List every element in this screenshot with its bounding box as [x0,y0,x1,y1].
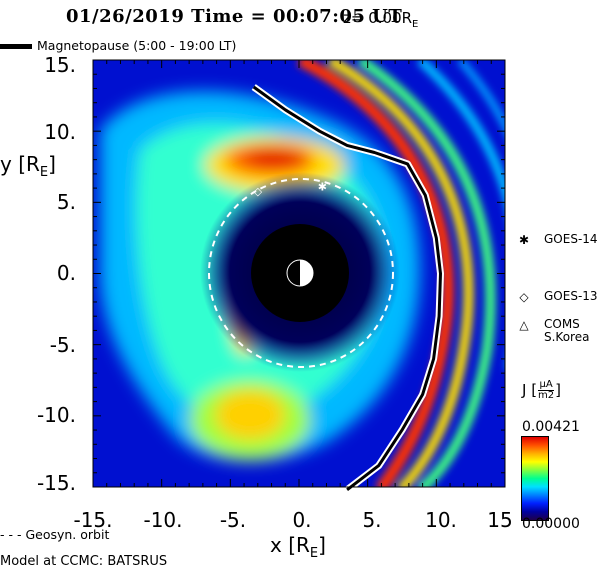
y-tick-label: 5. [56,190,76,214]
tick-marks [92,59,506,488]
satellite-marker: ◇ [254,185,263,198]
magnetopause-legend: Magnetopause (5:00 - 19:00 LT) [0,38,300,54]
satellite-name-line2: S.Korea [544,330,590,344]
x-tick-label: -15. [73,508,113,532]
geosync-legend: - - - Geosyn. orbit [0,527,110,542]
heatmap-region-tail-yellow [215,390,285,440]
satellite-name: GOES-13 [544,289,598,303]
y-tick-label: 15. [44,53,76,77]
x-axis-label: x [RE] [270,533,326,561]
satellite-markers: ✱◇ [254,181,327,198]
heatmap-band-outer-cyan-2 [457,60,505,134]
asterisk-icon: ✱ [518,233,530,247]
colorbar-label-end: ] [555,381,562,399]
heatmap-band-sheath-green [357,60,496,487]
title-z-text: z= 0.00R [343,9,413,27]
y-tick-label: 0. [56,261,76,285]
satellite-name: GOES-14 [544,232,598,246]
title-main: 01/26/2019 Time = 00:07:05 UT [66,6,403,27]
colorbar-label: J [μA m2] [522,380,561,401]
x-axis-label-sub: E [309,546,319,561]
y-tick-label: -10. [36,403,76,427]
magnetopause-legend-line [0,43,32,50]
triangle-icon: △ [519,318,529,332]
diamond-icon: ◇ [519,290,529,304]
title-z-sub: E [412,19,419,30]
y-axis-label: y [RE] [0,152,56,180]
colorbar-unit-den: m2 [538,390,555,401]
footer-model: Model at CCMC: BATSRUS [0,554,168,569]
x-tick-label: -10. [143,508,183,532]
x-axis-label-text: x [R [270,533,310,557]
y-axis-label-sub: E [39,165,49,180]
y-tick-label: -15. [36,471,76,495]
y-axis-label-end: ] [48,152,56,176]
magnetopause-legend-label: Magnetopause (5:00 - 19:00 LT) [37,38,237,53]
y-tick-label: 10. [44,120,76,144]
colorbar-max: 0.00421 [522,419,580,435]
colorbar-unit-num: μA [538,379,555,391]
satellite-marker: ✱ [318,181,327,194]
satellite-name-line1: COMS [544,317,580,331]
x-tick-label: -5. [219,508,247,532]
x-tick-label: 5. [362,508,382,532]
x-tick-label: 10. [425,508,457,532]
y-tick-label: -5. [49,333,76,357]
heatmap-region-north-red [245,149,305,167]
earth-icon [286,259,314,287]
colorbar [521,436,549,521]
satellite-name: COMS S.Korea [544,318,589,344]
colorbar-label-text: J [ [522,381,538,399]
x-tick-label: 0. [292,508,312,532]
heatmap-band-sheath-yellow [327,60,474,487]
magnetopause-path [252,85,442,491]
x-tick-label: 15 [487,508,513,532]
magnetopause-line [251,84,444,493]
x-axis-label-end: ] [318,533,326,557]
heatmap-band-sheath-red [297,60,454,487]
heatmap-band-outer-cyan [416,60,505,207]
geosync-orbit [208,178,394,368]
colorbar-min: 0.00000 [522,516,580,532]
title-z: z= 0.00RE [343,9,418,30]
y-axis-label-text: y [R [0,152,40,176]
